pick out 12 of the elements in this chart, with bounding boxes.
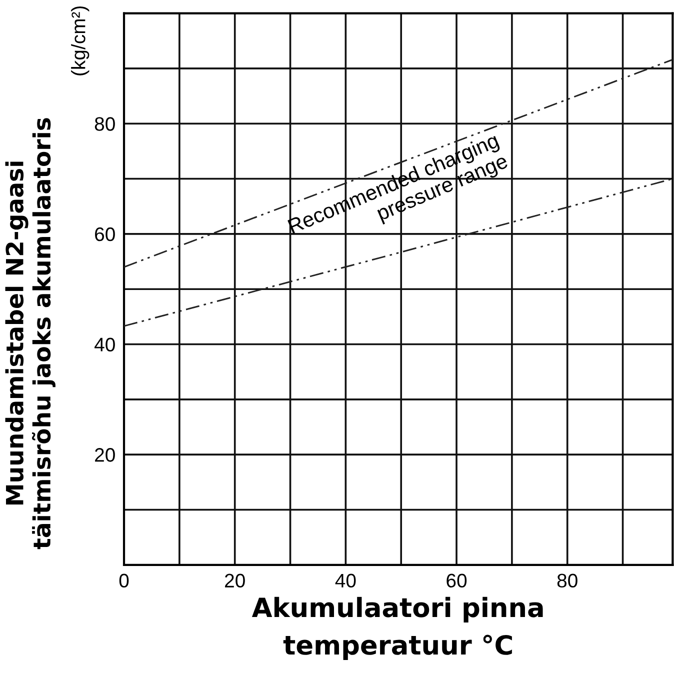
x-axis-title: Akumulaatori pinna temperatuur °C [252, 596, 543, 660]
y-tick-label: 60 [95, 227, 115, 242]
x-tick-label: 40 [335, 574, 356, 588]
y-tick-label: 80 [94, 117, 115, 131]
x-tick-label: 80 [557, 574, 578, 588]
y-tick-label: 40 [94, 338, 115, 352]
x-tick-label: 20 [225, 574, 245, 588]
x-tick-label: 60 [446, 574, 467, 588]
text: (kg/cm²) [71, 6, 90, 76]
x-tick-label: 0 [119, 574, 129, 588]
y-tick-label: 20 [95, 448, 115, 462]
y-axis-title: Muundamistabel N2-gaasi täitmisrõhu jaoks akumulaatoris [5, 118, 56, 550]
